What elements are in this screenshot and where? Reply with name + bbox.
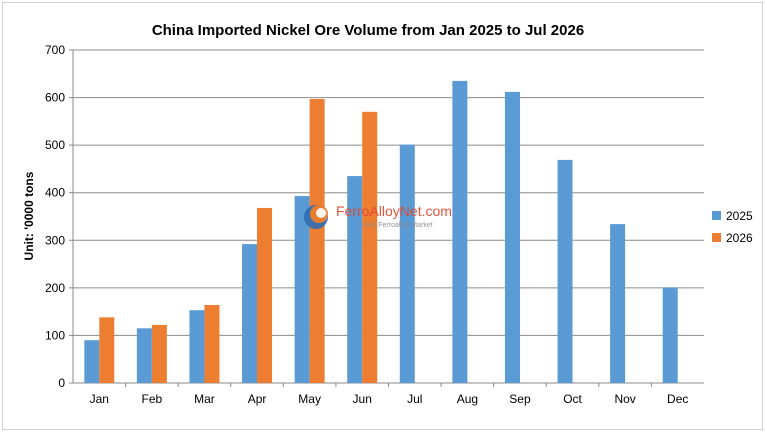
bar-2026-Jun — [362, 111, 378, 383]
bar-2026-May — [309, 98, 325, 384]
y-tick-label: 400 — [45, 186, 65, 200]
x-tick-label: Aug — [457, 392, 478, 406]
legend-label-2026: 2026 — [726, 231, 753, 245]
x-tick-label: Oct — [563, 392, 582, 406]
chart-frame — [2, 2, 763, 430]
x-tick-label: Sep — [509, 392, 531, 406]
y-axis-label: Unit: '0000 tons — [22, 171, 36, 260]
bar-2026-Feb — [151, 324, 167, 383]
legend: 2025 2026 — [712, 209, 753, 245]
y-tick-label: 700 — [45, 43, 65, 57]
legend-swatch-2025 — [712, 211, 721, 220]
bar-2025-Apr — [242, 244, 258, 383]
x-tick-label: Jan — [90, 392, 109, 406]
bar-2026-Jan — [99, 317, 115, 383]
watermark: FerroAlloyNet.com China Ferroalloy Marke… — [304, 203, 452, 229]
x-tick-label: Dec — [667, 392, 688, 406]
x-tick-label: Jun — [353, 392, 372, 406]
ferroalloynet-logo-icon — [304, 205, 328, 229]
chart-title: China Imported Nickel Ore Volume from Ja… — [152, 22, 584, 39]
x-tick-label: Jul — [407, 392, 422, 406]
y-tick-label: 600 — [45, 91, 65, 105]
bar-2025-Jul — [399, 144, 415, 383]
y-tick-label: 500 — [45, 138, 65, 152]
bar-2025-Nov — [610, 224, 626, 383]
x-tick-label: Mar — [194, 392, 215, 406]
bar-2025-Jan — [84, 340, 100, 383]
y-axis-ticks: 0 100 200 300 400 500 600 700 — [45, 43, 74, 390]
bar-2025-Oct — [557, 159, 573, 383]
x-tick-label: May — [298, 392, 321, 406]
bar-2025-Sep — [504, 91, 520, 383]
x-axis-ticks: Jan Feb Mar Apr May Jun Jul Aug Sep Oct Nov Dec — [90, 383, 688, 406]
y-tick-label: 300 — [45, 233, 65, 247]
bars — [84, 80, 678, 384]
bar-2025-Mar — [189, 310, 205, 383]
bar-2025-Jun — [347, 176, 363, 383]
bar-2025-Feb — [136, 328, 152, 383]
x-tick-label: Feb — [142, 392, 163, 406]
y-tick-label: 200 — [45, 281, 65, 295]
bar-2025-Aug — [452, 80, 468, 384]
bar-2025-May — [294, 196, 310, 383]
x-tick-label: Apr — [248, 392, 267, 406]
bar-2025-Dec — [662, 287, 678, 383]
y-tick-label: 100 — [45, 328, 65, 342]
legend-swatch-2026 — [712, 233, 721, 242]
bar-2026-Mar — [204, 304, 220, 383]
watermark-name: FerroAlloyNet.com — [336, 203, 452, 219]
watermark-subtitle: China Ferroalloy Market — [358, 222, 433, 229]
x-tick-label: Nov — [614, 392, 635, 406]
bar-2026-Apr — [257, 207, 273, 383]
y-tick-label: 0 — [58, 376, 65, 390]
legend-label-2025: 2025 — [726, 209, 753, 223]
